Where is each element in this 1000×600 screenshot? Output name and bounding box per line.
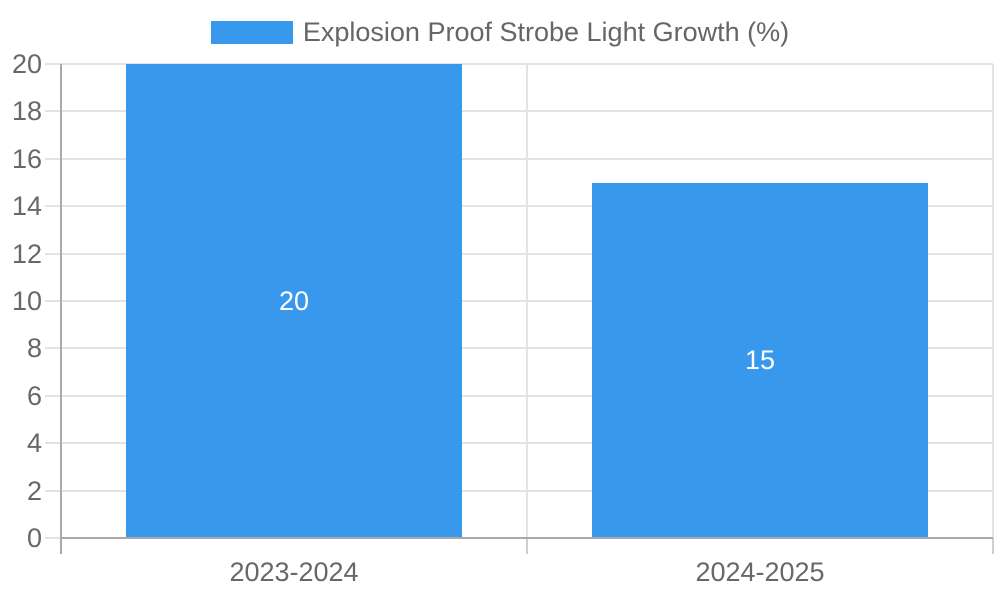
bar-2023-2024[interactable] [125,64,463,538]
y-tick-label: 4 [26,428,42,459]
y-tick-mark [45,110,61,113]
y-tick-mark [45,63,61,65]
y-tick-label: 16 [11,143,42,174]
y-tick-mark [45,300,61,302]
y-tick-label: 8 [26,333,42,364]
y-tick-label: 2 [26,475,42,506]
x-category-label: 2023-2024 [229,557,359,587]
bar-value-label: 15 [744,345,776,376]
y-tick-mark [45,157,61,160]
bar-2024-2025[interactable] [591,182,929,538]
y-tick-label: 12 [11,238,42,269]
x-tick-mark [992,538,994,554]
y-tick-mark [45,489,61,492]
y-tick-label: 6 [26,380,42,411]
y-tick-mark [45,252,61,255]
y-tick-mark [45,205,61,208]
y-tick-label: 0 [26,523,42,553]
y-tick-label: 10 [11,286,42,316]
x-axis-baseline [61,537,993,539]
x-gridline [526,64,528,538]
y-tick-mark [45,394,61,397]
y-axis-line [60,64,62,554]
x-gridline [992,64,994,538]
x-tick-mark [526,538,528,554]
legend-label: Explosion Proof Strobe Light Growth (%) [302,17,790,47]
y-tick-label: 14 [11,191,42,222]
legend-color-swatch [210,20,293,44]
bar-value-label: 20 [278,286,310,316]
x-category-label: 2024-2025 [695,557,825,587]
y-tick-label: 20 [11,49,42,79]
y-tick-mark [45,442,61,445]
y-tick-label: 18 [11,96,42,127]
y-tick-mark [45,537,61,539]
y-tick-mark [45,347,61,350]
legend[interactable]: Explosion Proof Strobe Light Growth (%) [0,14,1000,50]
